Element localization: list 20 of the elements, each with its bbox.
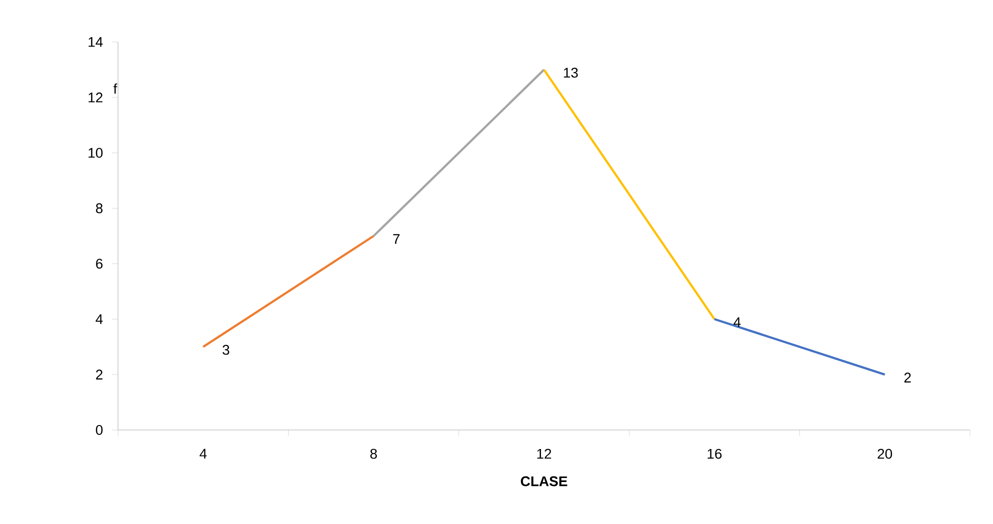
- data-label: 13: [564, 68, 578, 78]
- y-tick-label: 8: [96, 203, 103, 214]
- data-label: 2: [904, 372, 911, 382]
- data-label: 4: [734, 317, 741, 327]
- y-axis-title: f: [113, 83, 118, 94]
- x-axis-title: CLASE: [520, 476, 568, 486]
- x-tick-label: 12: [537, 448, 552, 459]
- y-tick-label: 14: [88, 37, 103, 47]
- x-tick-label: 16: [708, 448, 722, 459]
- y-tick-label: 2: [96, 370, 102, 380]
- data-label: 7: [393, 234, 400, 244]
- data-label: 3: [222, 344, 230, 355]
- x-tick-label: 8: [370, 448, 377, 459]
- y-tick-label: 0: [96, 425, 103, 435]
- y-tick-label: 6: [96, 258, 103, 269]
- y-tick-label: 12: [88, 92, 102, 102]
- x-tick-label: 4: [200, 448, 207, 458]
- y-tick-label: 10: [88, 148, 103, 158]
- x-tick-label: 20: [878, 448, 892, 459]
- y-tick-label: 4: [96, 314, 103, 324]
